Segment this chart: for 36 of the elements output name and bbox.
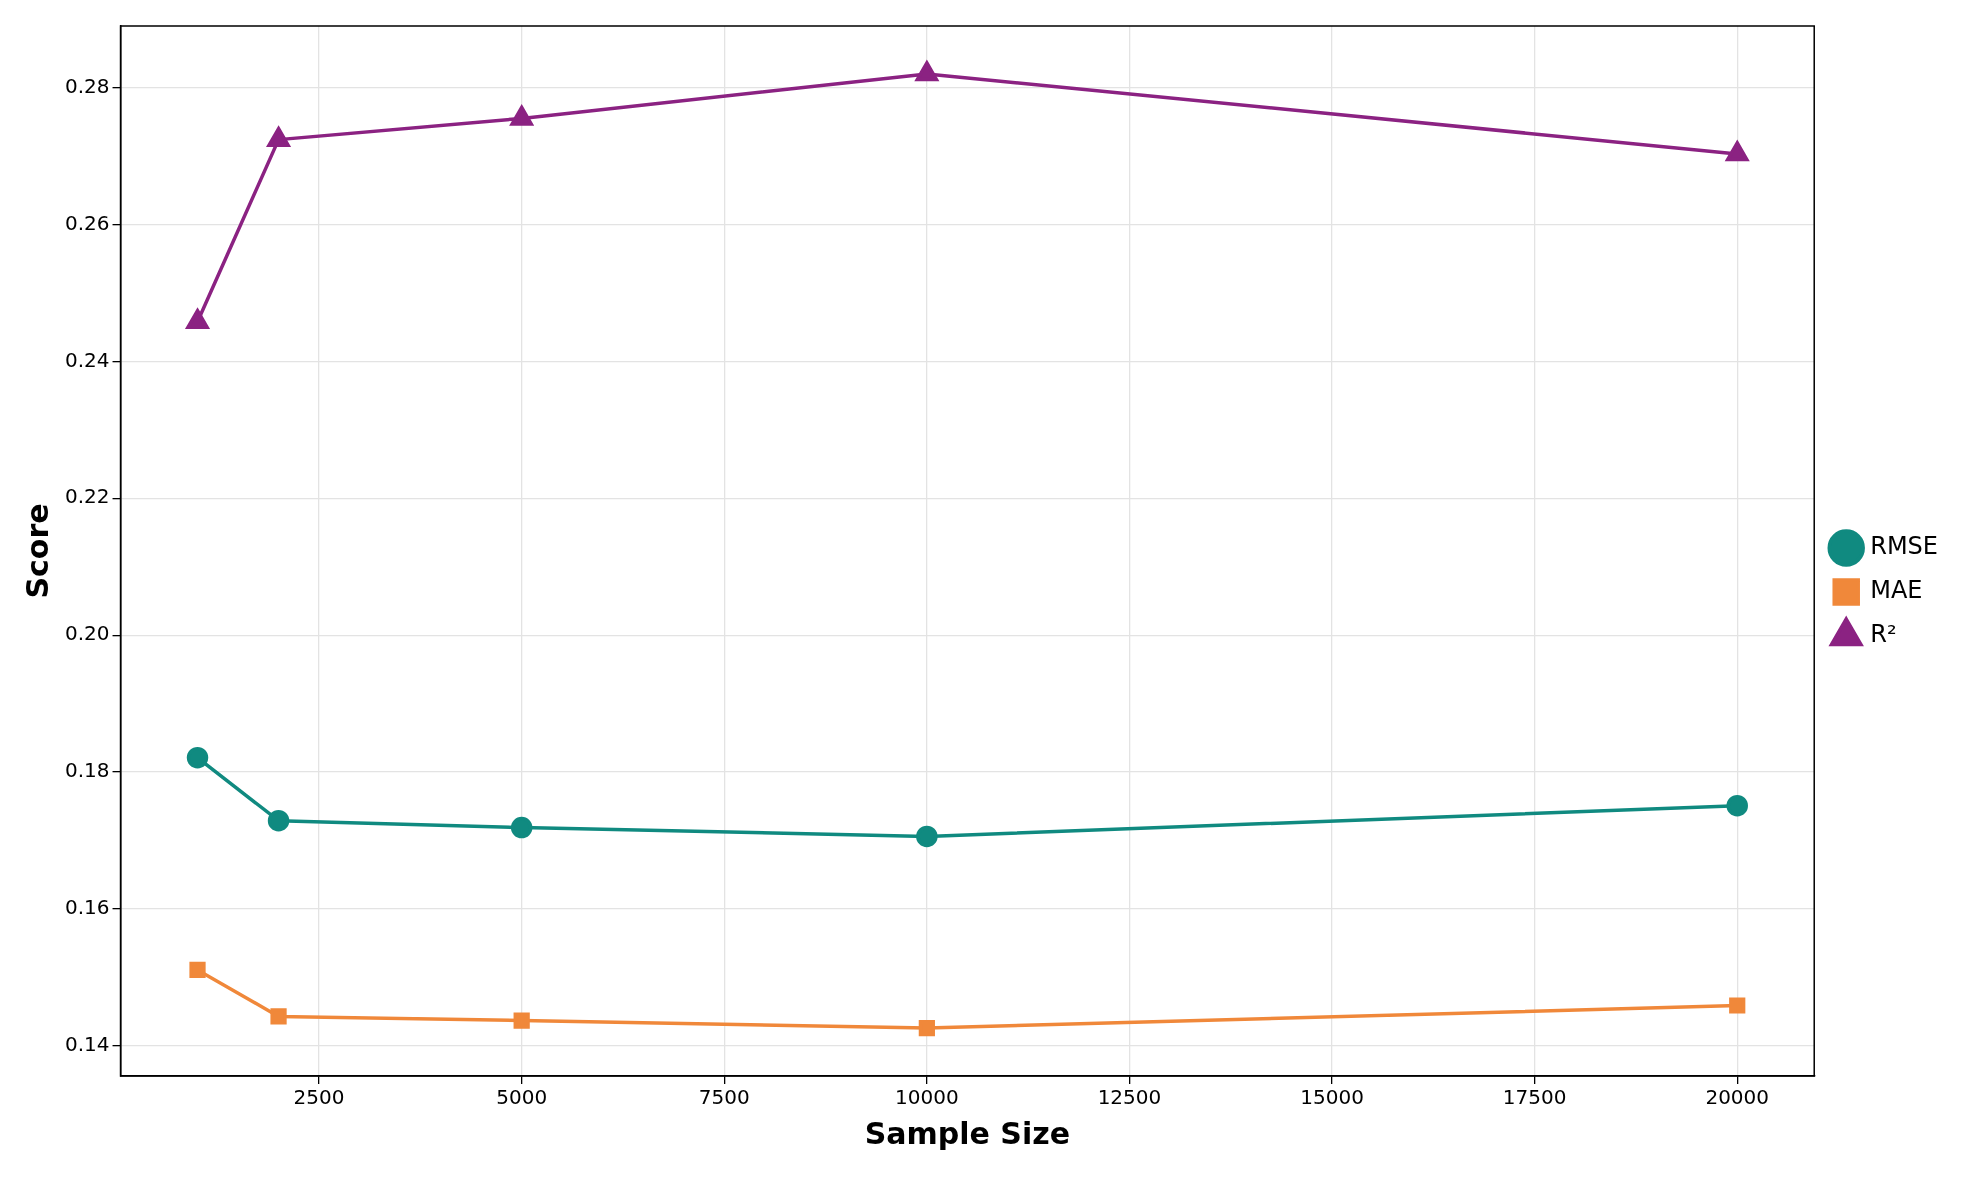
y-axis-title: Score bbox=[19, 503, 55, 599]
y-tick-label: 0.26 bbox=[65, 210, 110, 235]
x-tick-label: 2500 bbox=[293, 1085, 345, 1110]
point bbox=[186, 308, 209, 329]
y-tick-label: 0.24 bbox=[65, 347, 110, 372]
point bbox=[915, 61, 939, 82]
x-tick-label: 7500 bbox=[698, 1085, 750, 1110]
x-tick-label: 20000 bbox=[1705, 1085, 1770, 1110]
y-tick-label: 0.28 bbox=[65, 73, 110, 98]
x-tick-label: 17500 bbox=[1502, 1085, 1567, 1110]
point bbox=[1726, 794, 1748, 817]
point bbox=[918, 1019, 935, 1037]
x-tick-label: 10000 bbox=[895, 1085, 959, 1110]
x-axis-title: Sample Size bbox=[864, 1115, 1071, 1151]
y-tick-label: 0.20 bbox=[65, 621, 110, 646]
y-tick-label: 0.22 bbox=[65, 484, 110, 509]
x-tick-label: 5000 bbox=[496, 1085, 548, 1110]
point bbox=[916, 825, 938, 848]
legend-label: RMSE bbox=[1870, 532, 1938, 561]
point bbox=[267, 126, 290, 147]
point bbox=[267, 809, 290, 832]
x-tick-label: 15000 bbox=[1300, 1085, 1364, 1110]
legend-label: MAE bbox=[1870, 576, 1923, 605]
point bbox=[186, 746, 209, 769]
legend-label: R² bbox=[1870, 620, 1897, 649]
y-tick-label: 0.14 bbox=[65, 1032, 110, 1057]
point bbox=[513, 1012, 530, 1029]
x-tick-label: 12500 bbox=[1097, 1085, 1162, 1110]
point bbox=[510, 105, 533, 126]
y-tick-label: 0.16 bbox=[65, 895, 110, 920]
y-tick-label: 0.18 bbox=[65, 758, 110, 783]
point bbox=[189, 961, 206, 979]
point bbox=[1729, 997, 1746, 1014]
point bbox=[1725, 141, 1749, 162]
point bbox=[270, 1008, 287, 1025]
point bbox=[510, 816, 533, 839]
